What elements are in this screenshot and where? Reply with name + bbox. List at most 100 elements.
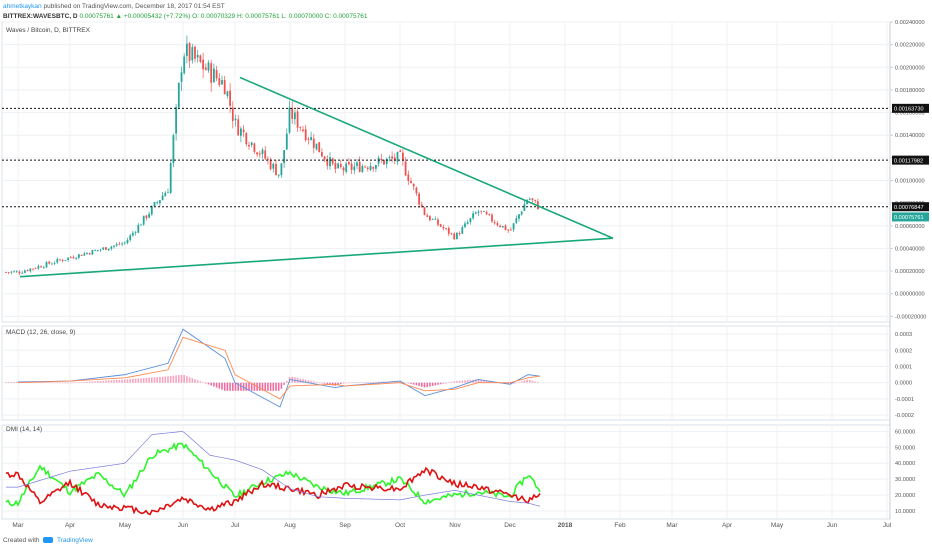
- candle-body: [415, 187, 418, 194]
- macd-histogram-bar: [223, 382, 226, 391]
- macd-histogram-bar: [196, 380, 199, 383]
- tradingview-logo-icon: [43, 537, 54, 544]
- candle-body: [445, 228, 447, 229]
- candle-body: [391, 156, 393, 159]
- candle-body: [410, 180, 412, 184]
- x-tick-label: Jul: [883, 522, 892, 529]
- candle-body: [161, 195, 164, 201]
- macd-histogram-bar: [437, 382, 439, 385]
- macd-histogram-bar: [329, 382, 331, 385]
- macd-histogram-bar: [40, 382, 42, 383]
- candle-body: [280, 163, 283, 176]
- candle-body: [59, 259, 61, 261]
- macd-histogram-bar: [515, 382, 518, 384]
- macd-histogram-bar: [164, 376, 167, 383]
- candle-body: [45, 261, 48, 268]
- candle-body: [15, 271, 18, 273]
- candle-body: [123, 242, 126, 244]
- macd-histogram-bar: [88, 381, 91, 383]
- y-tick-label: 0.00180000: [895, 88, 925, 94]
- candle-body: [99, 249, 102, 251]
- macd-histogram-bar: [221, 382, 223, 390]
- macd-histogram-bar: [399, 381, 401, 383]
- y-tick-label: 0.00220000: [895, 43, 925, 49]
- macd-histogram-bar: [512, 382, 515, 384]
- macd-histogram-bar: [45, 382, 48, 383]
- macd-histogram-bar: [267, 382, 269, 391]
- trendline: [239, 76, 614, 239]
- dmi-y-tick-label: 10.0000: [895, 509, 915, 515]
- candle-body: [180, 72, 183, 82]
- candle-body: [5, 272, 7, 273]
- candle-body: [480, 210, 483, 212]
- candle-body: [150, 206, 153, 215]
- candle-body: [453, 233, 456, 240]
- candle-body: [256, 152, 258, 155]
- candle-body: [80, 254, 83, 256]
- macd-histogram-bar: [277, 382, 280, 391]
- candle-body: [188, 43, 191, 61]
- candle-body: [51, 263, 53, 265]
- symbol-name[interactable]: BITTREX:WAVESBTC, D: [3, 13, 78, 20]
- macd-histogram-bar: [464, 380, 466, 383]
- macd-histogram-bar: [126, 379, 129, 383]
- candle-body: [345, 163, 348, 172]
- macd-histogram-bar: [526, 379, 528, 383]
- author-link[interactable]: ahmetkaykan: [3, 3, 42, 10]
- candle-body: [342, 167, 345, 171]
- macd-histogram-bar: [480, 379, 482, 383]
- macd-histogram-bar: [94, 381, 96, 383]
- y-tick-label: 0.00240000: [895, 20, 925, 26]
- x-tick-label: Jul: [231, 522, 240, 529]
- macd-histogram-bar: [434, 382, 437, 386]
- candle-body: [369, 165, 372, 171]
- macd-histogram-bar: [412, 382, 415, 385]
- x-tick-label: Jun: [178, 522, 189, 529]
- macd-histogram-bar: [115, 379, 118, 383]
- candle-body: [407, 174, 410, 182]
- macd-histogram-bar: [72, 382, 75, 384]
- macd-histogram-bar: [345, 382, 347, 384]
- candle-body: [364, 166, 366, 168]
- candle-body: [469, 218, 472, 223]
- macd-histogram-bar: [340, 382, 342, 385]
- candle-body: [520, 211, 523, 215]
- candle-body: [159, 200, 161, 204]
- y-tick-label: 0.00060000: [895, 224, 925, 230]
- x-tick-label: Nov: [449, 522, 461, 529]
- dmi-y-tick-label: 40.0000: [895, 461, 915, 467]
- candle-body: [164, 192, 167, 197]
- macd-histogram-bar: [296, 377, 299, 383]
- candle-body: [53, 262, 56, 264]
- macd-histogram-bar: [226, 382, 229, 391]
- macd-histogram-bar: [491, 381, 493, 383]
- y-tick-label: 0.00100000: [895, 178, 925, 184]
- macd-histogram-bar: [10, 381, 13, 383]
- macd-histogram-bar: [70, 382, 72, 384]
- candle-body: [523, 204, 526, 211]
- candle-body: [429, 216, 431, 221]
- macd-histogram-bar: [261, 382, 264, 391]
- candle-body: [91, 250, 94, 255]
- candle-body: [202, 59, 204, 70]
- candle-body: [250, 142, 253, 146]
- macd-histogram-bar: [137, 378, 140, 383]
- dmi-pane-frame: [1, 424, 891, 520]
- macd-histogram-bar: [159, 376, 161, 383]
- candle-body: [207, 62, 210, 71]
- macd-histogram-bar: [407, 382, 410, 384]
- candle-body: [474, 212, 477, 214]
- candle-body: [458, 233, 461, 235]
- macd-histogram-bar: [418, 382, 420, 387]
- macd-histogram-bar: [7, 381, 10, 383]
- adx-line: [6, 431, 541, 507]
- macd-histogram-bar: [429, 382, 431, 387]
- tradingview-brand-link[interactable]: TradingView: [57, 537, 93, 544]
- macd-histogram-bar: [529, 379, 531, 383]
- publish-info: ahmetkaykan published on TradingView.com…: [3, 3, 225, 10]
- candle-body: [242, 129, 245, 133]
- x-tick-label: Aug: [284, 522, 296, 529]
- macd-histogram-bar: [423, 382, 426, 388]
- candle-body: [245, 132, 248, 145]
- macd-histogram-bar: [180, 374, 183, 383]
